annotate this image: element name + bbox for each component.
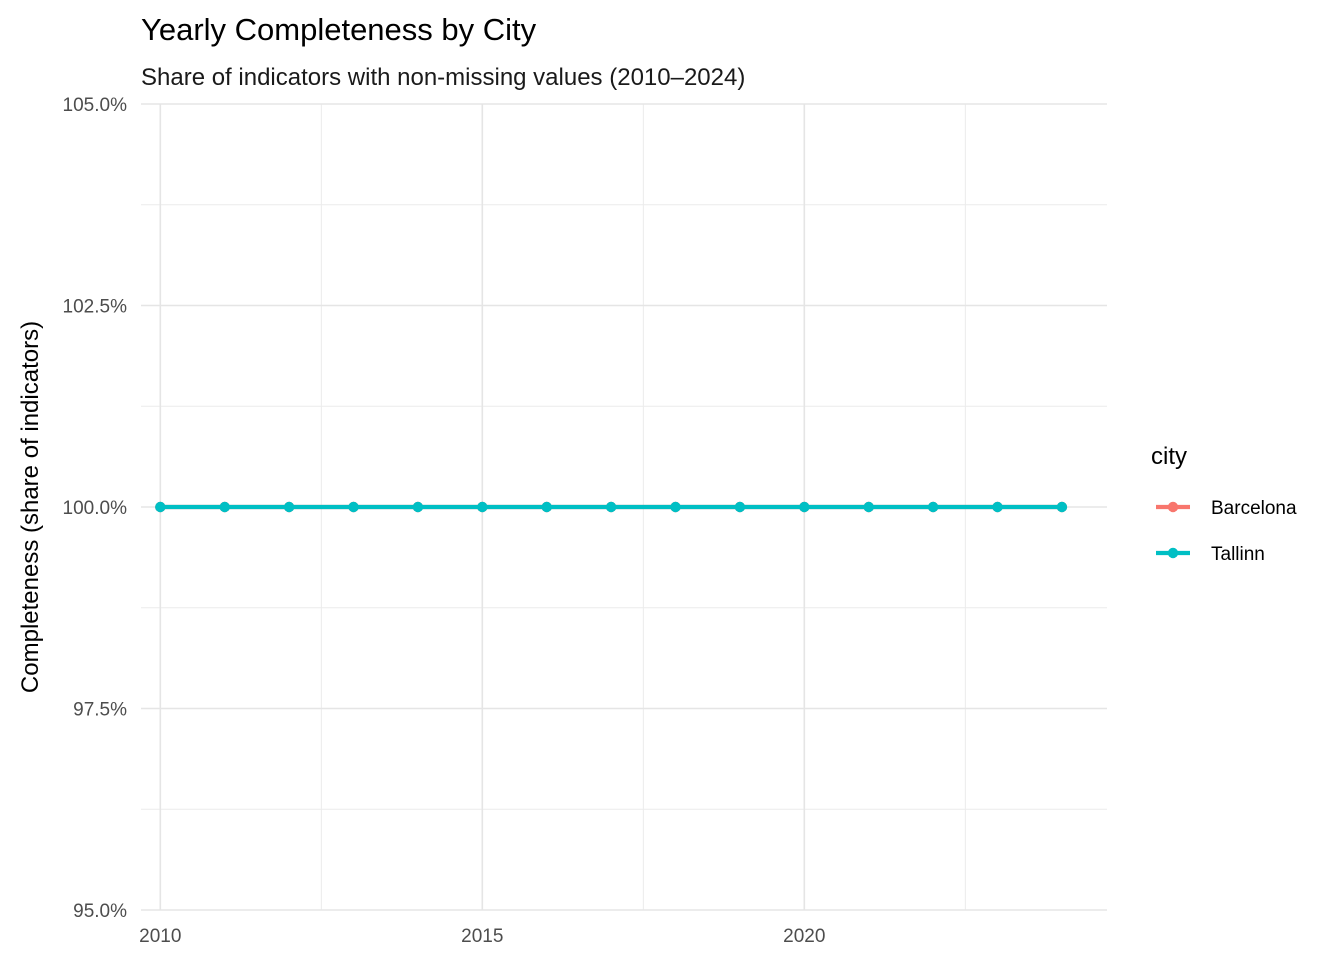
legend: city Barcelona Tallinn [1151, 443, 1297, 565]
chart-title: Yearly Completeness by City [141, 12, 537, 47]
chart-subtitle: Share of indicators with non-missing val… [141, 64, 745, 91]
y-axis-title: Completeness (share of indicators) [17, 321, 44, 693]
x-tick-label: 2015 [461, 926, 503, 947]
data-point [992, 501, 1003, 513]
data-point [477, 501, 488, 513]
data-point [219, 501, 230, 513]
y-tick-label: 97.5% [73, 700, 127, 721]
legend-key-point [1167, 547, 1179, 559]
data-point [863, 501, 874, 513]
data-point [799, 501, 810, 513]
data-point [412, 501, 424, 513]
data-point [670, 501, 681, 513]
legend-label: Tallinn [1211, 544, 1265, 565]
data-point [605, 501, 617, 513]
legend-label: Barcelona [1211, 498, 1297, 519]
grid-minor [141, 104, 1107, 910]
y-tick-label: 95.0% [73, 901, 127, 922]
legend-title: city [1151, 443, 1187, 470]
legend-item-barcelona: Barcelona [1156, 498, 1297, 519]
data-point [927, 501, 939, 513]
legend-key-point [1167, 501, 1179, 513]
x-tick-label: 2020 [783, 926, 825, 947]
series-layer [155, 501, 1068, 513]
series-tallinn [155, 501, 1068, 513]
x-tick-label: 2010 [139, 926, 181, 947]
data-point [348, 501, 359, 513]
y-tick-label: 102.5% [63, 297, 128, 318]
data-point [155, 501, 166, 513]
legend-item-tallinn: Tallinn [1156, 544, 1265, 565]
x-axis-ticks: 2010 2015 2020 [139, 926, 825, 947]
data-point [734, 501, 746, 513]
data-point [283, 501, 295, 513]
data-point [1056, 501, 1068, 513]
y-tick-label: 100.0% [63, 498, 128, 519]
y-tick-label: 105.0% [63, 95, 128, 116]
y-axis-ticks: 95.0% 97.5% 100.0% 102.5% 105.0% [63, 95, 128, 922]
data-point [541, 501, 552, 513]
